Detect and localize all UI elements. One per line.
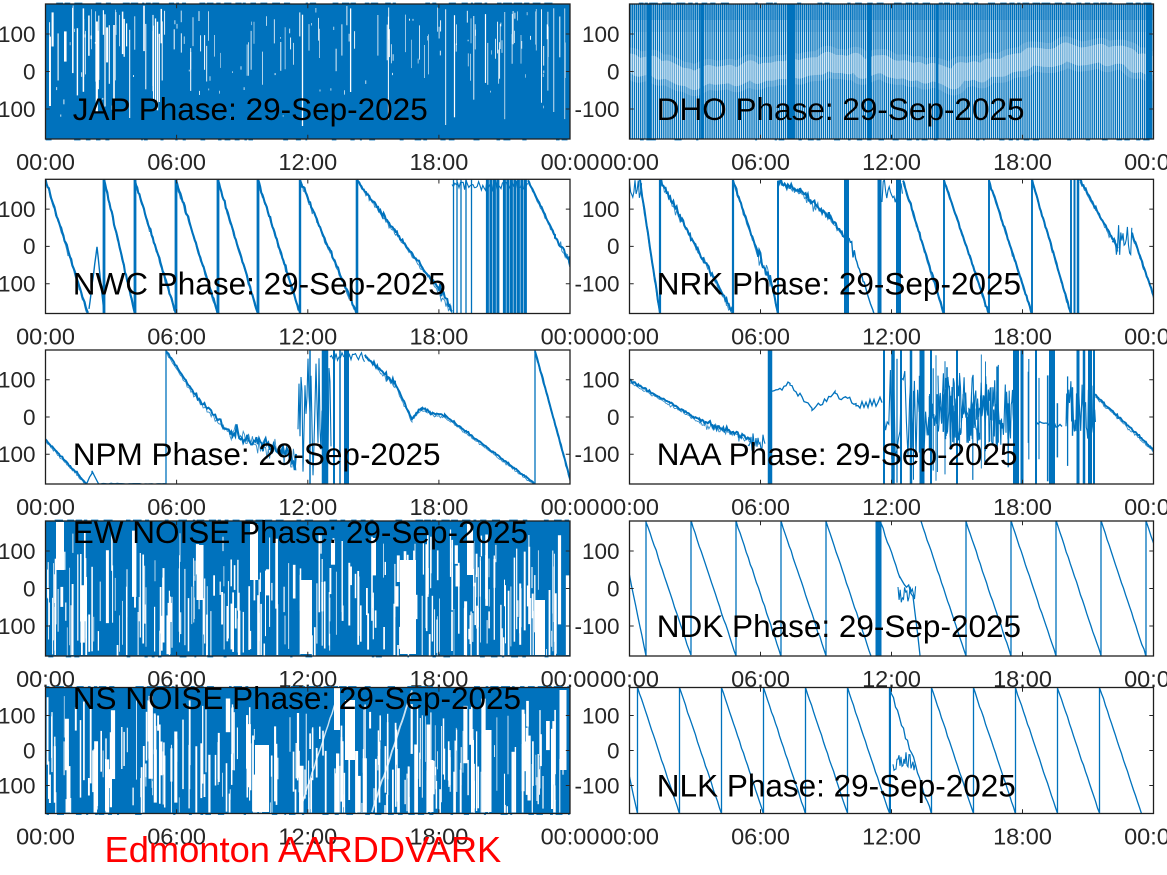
svg-text:18:00: 18:00	[409, 149, 468, 175]
svg-text:12:00: 12:00	[862, 823, 921, 849]
svg-text:00:00: 00:00	[600, 323, 659, 349]
svg-text:-100: -100	[0, 272, 36, 297]
svg-text:12:00: 12:00	[278, 823, 337, 849]
svg-text:18:00: 18:00	[409, 823, 468, 849]
svg-text:-100: -100	[574, 614, 619, 639]
svg-text:-100: -100	[0, 614, 36, 639]
svg-text:00:00: 00:00	[541, 823, 600, 849]
svg-text:0: 0	[23, 576, 36, 601]
svg-text:00:00: 00:00	[600, 494, 659, 520]
svg-text:100: 100	[582, 22, 620, 47]
svg-text:0: 0	[23, 59, 36, 84]
svg-text:06:00: 06:00	[147, 149, 206, 175]
svg-text:100: 100	[0, 197, 36, 222]
svg-text:00:00: 00:00	[16, 823, 75, 849]
svg-text:00:00: 00:00	[541, 494, 600, 520]
svg-text:100: 100	[582, 197, 620, 222]
svg-text:Edmonton AARDDVARK: Edmonton AARDDVARK	[105, 829, 502, 870]
svg-text:0: 0	[607, 405, 620, 430]
svg-text:NWC Phase: 29-Sep-2025: NWC Phase: 29-Sep-2025	[73, 266, 446, 302]
svg-text:00:00: 00:00	[541, 149, 600, 175]
svg-text:NS NOISE Phase: 29-Sep-2025: NS NOISE Phase: 29-Sep-2025	[73, 680, 521, 716]
svg-text:12:00: 12:00	[278, 494, 337, 520]
svg-text:00:00: 00:00	[541, 323, 600, 349]
svg-text:18:00: 18:00	[993, 823, 1052, 849]
svg-text:18:00: 18:00	[993, 149, 1052, 175]
svg-text:00:00: 00:00	[1124, 494, 1167, 520]
svg-text:00:00: 00:00	[600, 823, 659, 849]
svg-text:12:00: 12:00	[862, 323, 921, 349]
svg-text:00:00: 00:00	[600, 149, 659, 175]
svg-text:00:00: 00:00	[16, 149, 75, 175]
svg-text:-100: -100	[574, 773, 619, 798]
svg-text:12:00: 12:00	[862, 494, 921, 520]
svg-text:EW NOISE Phase: 29-Sep-2025: EW NOISE Phase: 29-Sep-2025	[73, 514, 528, 550]
svg-text:06:00: 06:00	[147, 823, 206, 849]
svg-text:JAP Phase: 29-Sep-2025: JAP Phase: 29-Sep-2025	[73, 91, 428, 127]
svg-text:18:00: 18:00	[409, 323, 468, 349]
svg-text:00:00: 00:00	[16, 323, 75, 349]
svg-text:12:00: 12:00	[862, 149, 921, 175]
svg-text:-100: -100	[574, 272, 619, 297]
svg-text:0: 0	[23, 405, 36, 430]
svg-text:-100: -100	[574, 97, 619, 122]
svg-text:100: 100	[0, 368, 36, 393]
svg-text:100: 100	[582, 703, 620, 728]
svg-text:NDK Phase: 29-Sep-2025: NDK Phase: 29-Sep-2025	[657, 608, 1021, 644]
svg-text:00:00: 00:00	[1124, 149, 1167, 175]
svg-text:0: 0	[607, 59, 620, 84]
svg-text:100: 100	[582, 368, 620, 393]
svg-text:12:00: 12:00	[278, 149, 337, 175]
svg-text:100: 100	[582, 539, 620, 564]
svg-text:0: 0	[23, 234, 36, 259]
svg-text:0: 0	[607, 576, 620, 601]
svg-text:00:00: 00:00	[16, 494, 75, 520]
svg-text:00:00: 00:00	[1124, 823, 1167, 849]
svg-text:06:00: 06:00	[147, 323, 206, 349]
svg-text:100: 100	[0, 539, 36, 564]
svg-text:NRK Phase: 29-Sep-2025: NRK Phase: 29-Sep-2025	[657, 266, 1021, 302]
svg-text:18:00: 18:00	[993, 494, 1052, 520]
svg-text:NPM Phase: 29-Sep-2025: NPM Phase: 29-Sep-2025	[73, 436, 441, 472]
svg-text:NAA Phase: 29-Sep-2025: NAA Phase: 29-Sep-2025	[657, 436, 1018, 472]
svg-text:0: 0	[607, 738, 620, 763]
svg-text:00:00: 00:00	[1124, 323, 1167, 349]
svg-text:100: 100	[0, 703, 36, 728]
svg-text:12:00: 12:00	[278, 323, 337, 349]
svg-text:06:00: 06:00	[731, 149, 790, 175]
svg-text:NLK Phase: 29-Sep-2025: NLK Phase: 29-Sep-2025	[657, 767, 1016, 803]
svg-text:06:00: 06:00	[731, 323, 790, 349]
svg-text:-100: -100	[0, 773, 36, 798]
svg-text:0: 0	[23, 738, 36, 763]
svg-text:06:00: 06:00	[731, 823, 790, 849]
svg-text:DHO Phase: 29-Sep-2025: DHO Phase: 29-Sep-2025	[657, 91, 1025, 127]
svg-text:-100: -100	[0, 97, 36, 122]
svg-text:-100: -100	[0, 442, 36, 467]
svg-text:06:00: 06:00	[147, 494, 206, 520]
svg-text:18:00: 18:00	[409, 494, 468, 520]
svg-text:-100: -100	[574, 442, 619, 467]
svg-text:0: 0	[607, 234, 620, 259]
svg-text:100: 100	[0, 22, 36, 47]
svg-text:18:00: 18:00	[993, 323, 1052, 349]
svg-text:06:00: 06:00	[731, 494, 790, 520]
